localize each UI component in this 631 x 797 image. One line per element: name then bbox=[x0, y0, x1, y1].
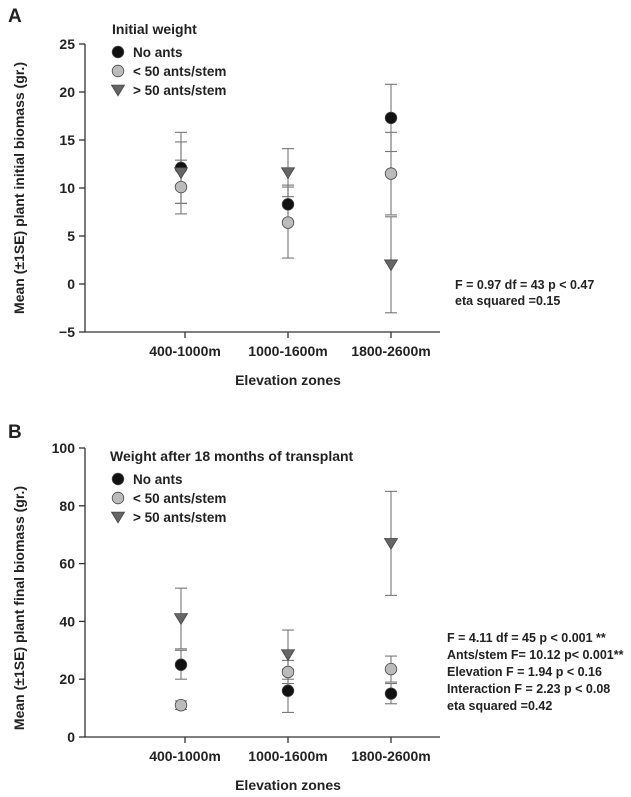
panel-a-stat-line-2: eta squared =0.15 bbox=[455, 294, 560, 308]
panel-a-title: Initial weight bbox=[112, 21, 197, 37]
panel-b-series-2-point bbox=[384, 662, 398, 676]
panel-a-legend-label: < 50 ants/stem bbox=[133, 64, 226, 79]
panel-a-legend-marker bbox=[110, 84, 126, 97]
panel-a-legend-label: No ants bbox=[133, 45, 183, 60]
panel-b-legend-label: < 50 ants/stem bbox=[133, 491, 226, 506]
panel-b-letter: B bbox=[8, 422, 22, 443]
panel-b-series-3-point bbox=[173, 613, 189, 626]
panel-b-stat-line-4: Interaction F = 2.23 p < 0.08 bbox=[447, 682, 610, 696]
panel-a-y-tick-label: −5 bbox=[59, 324, 75, 340]
panel-b-stat-line-5: eta squared =0.42 bbox=[447, 699, 552, 713]
panel-a-y-tick-label: 25 bbox=[59, 36, 75, 52]
panel-a-series-1-point bbox=[384, 111, 398, 125]
panel-a-letter: A bbox=[8, 6, 22, 27]
panel-b-series-3-point bbox=[280, 649, 296, 662]
panel-b-y-tick-label: 80 bbox=[59, 498, 75, 514]
panel-a-y-tick-label: 20 bbox=[59, 84, 75, 100]
panel-b-x-axis-label: Elevation zones bbox=[235, 777, 341, 793]
panel-b-series-1-point bbox=[281, 684, 295, 697]
panel-b-y-axis-label: Mean (±1SE) plant final biomass (gr.) bbox=[11, 486, 27, 730]
panel-a-y-tick-label: 10 bbox=[59, 180, 75, 196]
panel-b-title: Weight after 18 months of transplant bbox=[110, 448, 354, 464]
panel-a-y-tick-label: 5 bbox=[67, 228, 75, 244]
panel-a-y-axis-label: Mean (±1SE) plant initial biomass (gr.) bbox=[11, 62, 27, 314]
panel-b-legend-marker bbox=[111, 472, 125, 486]
panel-b-series-1-point bbox=[384, 687, 398, 700]
panel-b-stat-line-1: F = 4.11 df = 45 p < 0.001 ** bbox=[447, 631, 606, 645]
panel-b-x-tick-label: 1800-2600m bbox=[351, 748, 430, 764]
panel-b-y-tick-label: 60 bbox=[59, 556, 75, 572]
panel-b-legend-label: > 50 ants/stem bbox=[133, 510, 226, 525]
panel-b-plot-area: 0 20 40 60 80 100 400-1000m 1000-1600m 1800-2600… bbox=[52, 440, 440, 764]
panel-b-y-tick-label: 100 bbox=[52, 440, 76, 456]
panel-b-series-2-point bbox=[174, 699, 188, 712]
panel-b-x-tick-label: 400-1000m bbox=[149, 748, 221, 764]
panel-b-stat-line-3: Elevation F = 1.94 p < 0.16 bbox=[447, 665, 602, 679]
panel-a: A Initial weight Mean (±1SE) plant initi… bbox=[8, 6, 594, 388]
panel-a-series-2-point bbox=[281, 216, 295, 229]
panel-b-series-2-point bbox=[281, 665, 295, 679]
panel-a-x-axis-label: Elevation zones bbox=[235, 372, 341, 388]
panel-b-legend-label: No ants bbox=[133, 472, 183, 487]
panel-a-series-2-point bbox=[174, 180, 188, 194]
panel-b-stat-line-2: Ants/stem F= 10.12 p< 0.001** bbox=[447, 648, 624, 662]
panel-a-x-tick-label: 400-1000m bbox=[149, 343, 221, 359]
panel-b-legend-marker bbox=[111, 491, 125, 505]
panel-a-stat-line-1: F = 0.97 df = 43 p < 0.47 bbox=[455, 278, 594, 292]
panel-b-series-3-point bbox=[383, 538, 399, 550]
panel-b-legend-marker bbox=[110, 511, 126, 524]
panel-a-series-3-point bbox=[280, 167, 296, 180]
panel-a-legend-marker bbox=[111, 45, 125, 59]
panel-b-series-1-point bbox=[174, 658, 188, 671]
panel-a-legend-label: > 50 ants/stem bbox=[133, 83, 226, 98]
panel-a-y-tick-label: 0 bbox=[67, 276, 75, 292]
panel-b: B Weight after 18 months of transplant M… bbox=[8, 422, 624, 793]
panel-a-series-2-point bbox=[384, 167, 398, 180]
panel-b-y-tick-label: 20 bbox=[59, 671, 75, 687]
panel-b-x-tick-label: 1000-1600m bbox=[248, 748, 327, 764]
panel-a-series-3-point bbox=[383, 259, 399, 272]
panel-a-legend-marker bbox=[111, 64, 125, 78]
panel-a-series-1-point bbox=[281, 198, 295, 211]
panel-b-y-tick-label: 0 bbox=[67, 729, 75, 745]
panel-a-x-tick-label: 1000-1600m bbox=[248, 343, 327, 359]
panel-a-y-tick-label: 15 bbox=[59, 132, 75, 148]
panel-b-y-tick-label: 40 bbox=[59, 613, 75, 629]
panel-a-plot-area: −5 0 5 10 15 20 25 400-1000m 1000-1600m 1800-2600… bbox=[59, 36, 440, 359]
panel-a-series-3-point bbox=[173, 167, 189, 180]
panel-a-x-tick-label: 1800-2600m bbox=[351, 343, 430, 359]
